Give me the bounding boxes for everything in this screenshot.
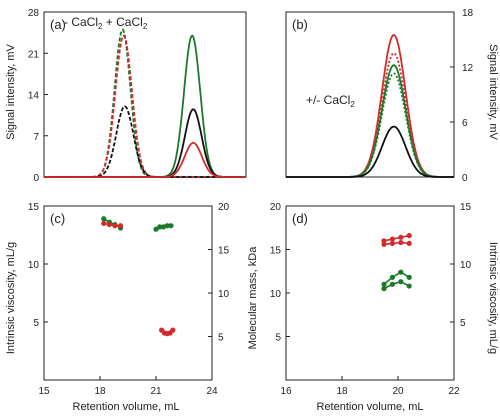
panel-d-series-2-trace [383,271,410,285]
panel-a-ytick-label: 7 [33,132,39,143]
panel-b-ylabel: Signal intensity, mV [487,44,499,140]
panel-c-ytick-label: 15 [28,202,40,213]
panel-c-xtick-label: 21 [150,386,162,397]
panel-d-y2tick-label: 10 [460,260,472,271]
panel-b-ytick-label: 6 [462,118,468,129]
charts-layer: (a) 0 7 14 21 28 (b) 0 6 12 18 (c) 5 10 15 5 10 15 20 15 18 2… [28,8,474,397]
panel-a-series-2-line [44,105,246,178]
panel-d-series-0-point-3 [406,232,412,239]
panel-a-series-0-line [44,28,246,178]
panel-d-y2tick-label: 15 [460,202,472,213]
panel-a-ylabel: Signal intensity, mV [5,43,17,139]
panel-c-ylabel: Intrinsic viscosity, mL/g [5,242,17,354]
panel-d-xtick-label: 20 [392,386,404,397]
panel-c-ytick-label: 10 [28,260,40,271]
panel-c-y2tick-label: 15 [218,246,230,257]
panel-c-y2label: Molecular mass, kDa [247,246,259,350]
panel-c-series-1-trace [103,222,121,227]
panel-c-series-2-point-4 [168,223,174,229]
panel-a-series-5-line [44,141,246,178]
panel-b-ytick-label: 18 [462,8,474,19]
panel-c-frame [43,205,213,381]
note-cacl2: +/- CaCl [306,93,350,107]
panel-a-legend: - CaCl2 + CaCl2 [64,15,148,31]
panel-d-label: (d) [292,211,308,226]
panel-c-ytick-label: 5 [33,318,39,329]
panel-d-frame [285,205,455,381]
panel-b-ytick-label: 0 [462,173,468,184]
panel-c-xtick-label: 15 [38,386,50,397]
panel-a-series-4-line [44,108,246,178]
note-cacl2-sub: 2 [350,100,355,109]
legend-minus-cacl2: - CaCl [64,15,98,29]
panel-c-series-2-trace [155,224,171,230]
panel-b-frame [285,11,455,178]
panel-a-label: (a) [50,17,66,32]
panel-a-ytick-label: 14 [28,91,40,102]
panel-c-y2tick-label: 10 [218,289,230,300]
panel-d-xlabel: Retention volume, mL [317,401,424,413]
panel-b-series-3-line [286,72,454,178]
panel-a-ytick-label: 0 [33,173,39,184]
panel-b-note: +/- CaCl2 [306,93,355,109]
panel-c-series-3-trace [161,329,174,335]
panel-d-y2label: Intrinsic viscosity, mL/g [487,242,499,354]
panel-b-label: (b) [292,17,308,32]
panel-c-y2tick-label: 20 [218,202,230,213]
panel-d-y2tick-label: 5 [460,318,466,329]
panel-a-ytick-label: 21 [28,49,40,60]
panel-d-series-1-trace [383,241,410,246]
panel-a-series-1-line [44,34,246,178]
panel-d-ytick-label: 15 [270,246,282,257]
panel-b-ytick-label: 12 [462,63,474,74]
legend-plus-cacl2: + CaCl [102,15,142,29]
panel-a-frame [43,11,247,178]
panel-d-series-0-trace [383,234,410,242]
panel-d-ytick-label: 10 [270,289,282,300]
panel-c-y2tick-label: 5 [218,333,224,344]
panel-b-series-4-line [286,125,454,178]
panel-a-series-3-line [44,34,246,178]
panel-d-series-1-point-3 [406,240,412,247]
panel-b-series-2-line [286,64,454,178]
panel-c-xtick-label: 18 [94,386,106,397]
panel-d-ytick-label: 20 [270,202,282,213]
panel-a-ytick-label: 28 [28,8,40,19]
panel-c-xlabel: Retention volume, mL [73,401,180,413]
panel-d-xtick-label: 16 [280,386,292,397]
panel-d-xtick-label: 22 [448,386,460,397]
legend-plus-sub: 2 [143,22,148,31]
panel-d-ytick-label: 5 [275,333,281,344]
panel-d-series-3-trace [383,280,410,290]
panel-c-label: (c) [50,211,65,226]
legend-minus-sub: 2 [98,22,103,31]
panel-d-xtick-label: 18 [336,386,348,397]
panel-c-xtick-label: 24 [206,386,218,397]
panel-c-series-1-point-3 [117,223,124,229]
